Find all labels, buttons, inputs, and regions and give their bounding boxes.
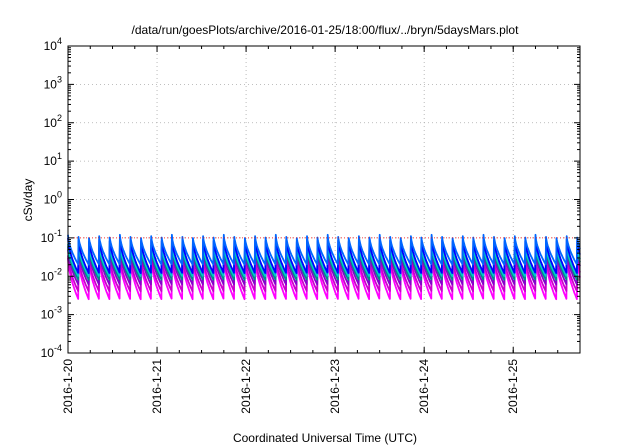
- y-tick-exponent: 1: [57, 151, 62, 161]
- y-tick-label: 103: [44, 74, 62, 91]
- y-tick-exponent: -2: [54, 266, 62, 276]
- y-tick-exponent: 0: [57, 190, 62, 200]
- x-tick-label: 2016-1-25: [506, 359, 520, 414]
- y-tick-exponent: -3: [54, 305, 62, 315]
- x-tick-label: 2016-1-24: [417, 359, 431, 414]
- chart-title: /data/run/goesPlots/archive/2016-01-25/1…: [132, 23, 520, 37]
- y-tick-base: 10: [44, 77, 58, 91]
- x-axis-ticks: 2016-1-20 2016-1-21 2016-1-22 2016-1-23 2016…: [61, 46, 581, 414]
- y-tick-base: 10: [44, 154, 58, 168]
- y-tick-base: 10: [41, 308, 55, 322]
- y-axis-label: cSv/day: [21, 179, 35, 222]
- y-tick-exponent: 2: [57, 113, 62, 123]
- x-tick-label: 2016-1-21: [150, 359, 164, 414]
- y-tick-label: 10-4: [41, 343, 62, 360]
- series-group: [67, 233, 581, 301]
- y-tick-exponent: 3: [57, 74, 62, 84]
- y-tick-base: 10: [41, 346, 55, 360]
- y-tick-label: 104: [44, 36, 62, 53]
- y-tick-label: 10-2: [41, 266, 62, 283]
- y-tick-base: 10: [44, 116, 58, 130]
- y-tick-label: 101: [44, 151, 62, 168]
- y-tick-label: 100: [44, 190, 62, 207]
- y-tick-label: 102: [44, 113, 62, 130]
- y-tick-label: 10-1: [41, 228, 62, 245]
- x-tick-label: 2016-1-23: [328, 359, 342, 414]
- y-tick-base: 10: [41, 231, 55, 245]
- y-tick-exponent: -1: [54, 228, 62, 238]
- y-tick-exponent: 4: [57, 36, 62, 46]
- y-tick-base: 10: [44, 193, 58, 207]
- y-tick-label: 10-3: [41, 305, 62, 322]
- y-tick-base: 10: [44, 39, 58, 53]
- x-axis-label: Coordinated Universal Time (UTC): [233, 431, 417, 445]
- x-tick-label: 2016-1-22: [239, 359, 253, 414]
- grid-lines: [67, 45, 580, 354]
- y-tick-exponent: -4: [54, 343, 62, 353]
- x-tick-label: 2016-1-20: [61, 359, 75, 414]
- y-tick-base: 10: [41, 269, 55, 283]
- series-line: [67, 233, 581, 266]
